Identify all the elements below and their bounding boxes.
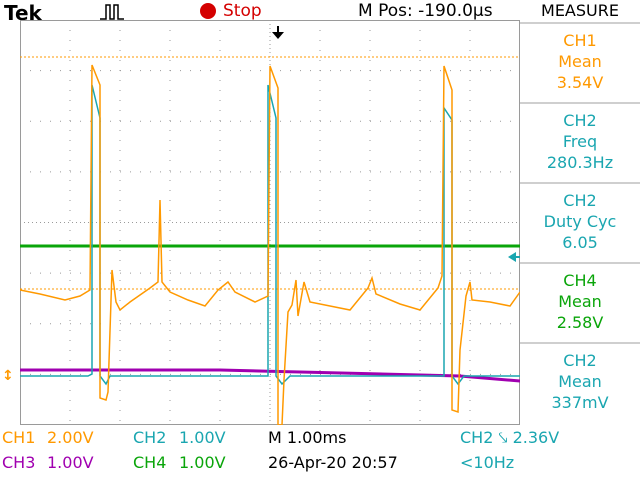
measure-panel: MEASURE CH1 Mean 3.54V CH2 Freq 280.3Hz … (520, 0, 640, 425)
top-status-bar: Tek Stop M Pos: -190.0µs (0, 0, 520, 25)
trigger-position-marker (272, 26, 284, 39)
measure-type: Freq (562, 132, 598, 151)
measure-type: Mean (558, 372, 602, 391)
ch3-trace (20, 368, 520, 383)
ch-ground-marker: ↕ (2, 368, 14, 384)
measure-title: MEASURE (541, 1, 619, 20)
ch1-trace (20, 64, 520, 425)
trigger-setting: CH2 ⤥ 2.36V (460, 428, 560, 447)
measure-type: Duty Cyc (543, 212, 617, 231)
ch2-label: CH2 (133, 428, 167, 447)
ch3-label: CH3 (2, 453, 36, 472)
measure-channel: CH2 (563, 191, 597, 210)
measure-channel: CH2 (563, 111, 597, 130)
run-state: Stop (223, 1, 262, 21)
measure-value: 3.54V (556, 73, 604, 92)
ch2-level-marker (508, 252, 516, 262)
acquire-trigger-icon (100, 4, 124, 20)
bottom-status-bar: CH1 2.00V CH2 1.00V M 1.00ms CH2 ⤥ 2.36V… (0, 425, 640, 480)
measure-item-ch2-mean[interactable]: CH2 Mean 337mV (520, 342, 640, 422)
measure-item-ch2-freq[interactable]: CH2 Freq 280.3Hz (520, 102, 640, 182)
graticule (20, 20, 520, 425)
date-time: 26-Apr-20 20:57 (268, 453, 398, 472)
measure-channel: CH4 (563, 271, 597, 290)
measure-item-ch4-mean[interactable]: CH4 Mean 2.58V (520, 262, 640, 342)
measure-value: 2.58V (556, 313, 604, 332)
measure-item-ch1-mean[interactable]: CH1 Mean 3.54V (520, 22, 640, 102)
measure-value: 337mV (551, 393, 609, 412)
measure-channel: CH2 (563, 351, 597, 370)
ch4-scale: 1.00V (179, 453, 226, 472)
waveform-display (20, 20, 520, 425)
measure-channel: CH1 (563, 31, 597, 50)
measure-type: Mean (558, 292, 602, 311)
ch2-scale: 1.00V (179, 428, 226, 447)
measure-type: Mean (558, 52, 602, 71)
timebase: M 1.00ms (268, 428, 347, 447)
ch3-scale: 1.00V (47, 453, 94, 472)
trigger-frequency: <10Hz (460, 453, 515, 472)
ch1-label: CH1 (2, 428, 36, 447)
ch4-label: CH4 (133, 453, 167, 472)
stop-indicator-icon (200, 3, 216, 19)
measure-value: 6.05 (562, 233, 598, 252)
measure-value: 280.3Hz (546, 153, 614, 172)
measure-item-ch2-duty[interactable]: CH2 Duty Cyc 6.05 (520, 182, 640, 262)
ch1-scale: 2.00V (47, 428, 94, 447)
horizontal-position: M Pos: -190.0µs (358, 1, 493, 21)
